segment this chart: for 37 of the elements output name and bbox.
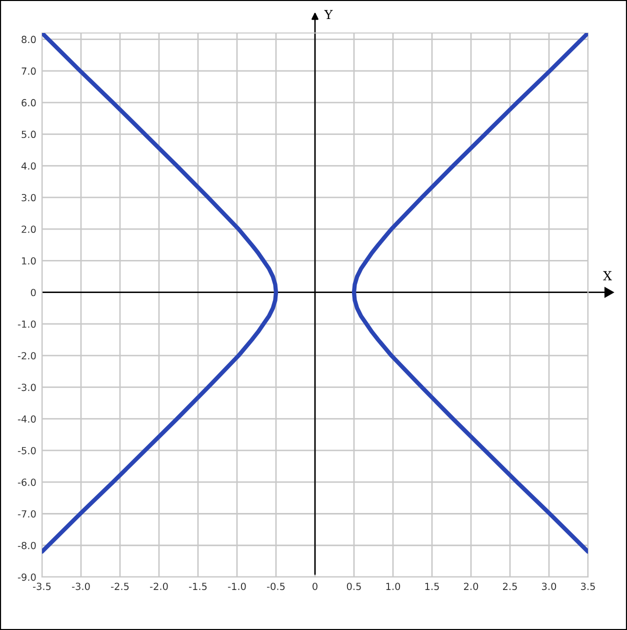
x-tick-label: -0.5 bbox=[266, 582, 285, 590]
y-tick-label: 8.0 bbox=[22, 36, 36, 44]
y-tick-label: 0 bbox=[30, 288, 36, 296]
x-tick-label: 3.5 bbox=[581, 582, 595, 590]
y-tick-label: 5.0 bbox=[22, 130, 36, 138]
y-tick-label: -8.0 bbox=[18, 542, 36, 550]
x-tick-label: -3.0 bbox=[72, 582, 90, 590]
x-tick-label: 0.5 bbox=[346, 582, 361, 590]
y-tick-label: -3.0 bbox=[18, 384, 36, 392]
line-series bbox=[42, 33, 278, 554]
y-tick-label: 7.0 bbox=[22, 67, 36, 75]
x-tick-label: -2.5 bbox=[110, 582, 129, 590]
y-tick-label: -4.0 bbox=[18, 415, 36, 423]
x-axis-title: X bbox=[603, 271, 612, 280]
y-tick-label: -7.0 bbox=[18, 510, 36, 518]
y-tick-label: -2.0 bbox=[18, 352, 36, 360]
x-tick-label: 3.0 bbox=[542, 582, 556, 590]
y-tick-label: -9.0 bbox=[18, 573, 36, 581]
x-tick-label: 1.0 bbox=[386, 582, 400, 590]
x-tick-label: -1.0 bbox=[228, 582, 246, 590]
x-tick-label: 1.5 bbox=[425, 582, 439, 590]
y-tick-label: 1.0 bbox=[22, 257, 36, 265]
x-tick-label: 0 bbox=[312, 582, 318, 590]
x-tick-label: -1.5 bbox=[188, 582, 207, 590]
y-tick-label: 2.0 bbox=[22, 226, 36, 233]
x-tick-label: -3.5 bbox=[32, 582, 51, 590]
y-tick-label: 4.0 bbox=[21, 162, 36, 170]
x-tick-label: -2.0 bbox=[150, 582, 168, 590]
y-tick-label: -1.0 bbox=[18, 320, 36, 328]
y-tick-label: 3.0 bbox=[22, 194, 36, 202]
line-series bbox=[352, 33, 588, 554]
x-tick-label: 2.5 bbox=[502, 582, 517, 590]
x-tick-label: 2.0 bbox=[464, 582, 478, 590]
y-tick-label: -5.0 bbox=[18, 446, 36, 454]
y-tick-label: -6.0 bbox=[18, 478, 36, 486]
y-axis-title: Y bbox=[324, 10, 333, 20]
y-tick-label: 6.0 bbox=[22, 99, 36, 106]
